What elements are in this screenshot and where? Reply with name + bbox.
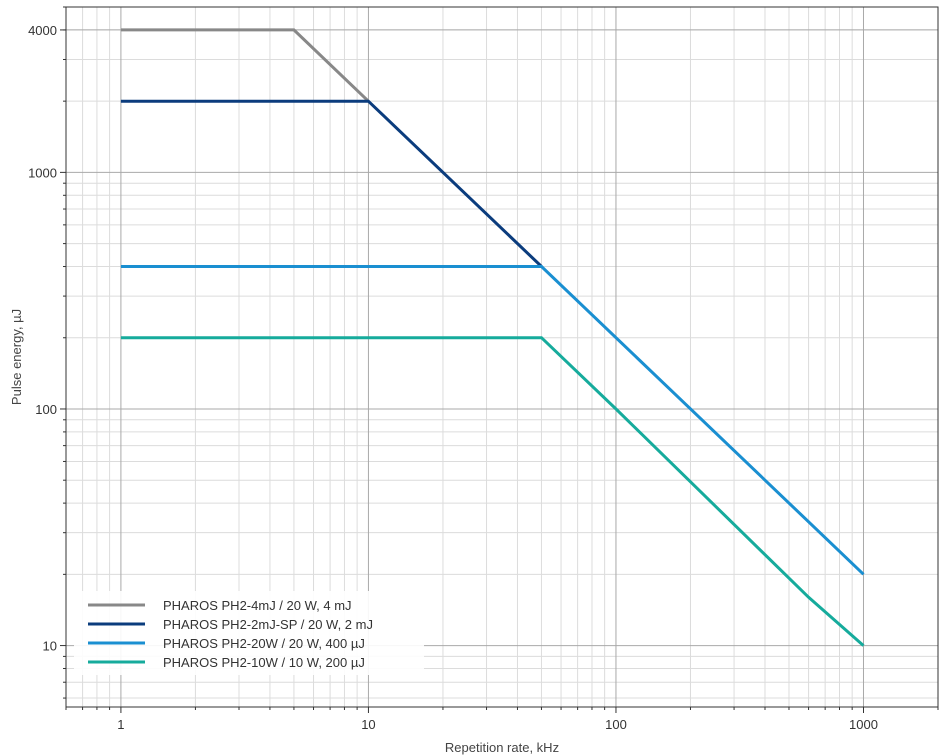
x-tick-label: 10	[361, 717, 375, 732]
y-tick-label: 100	[35, 402, 57, 417]
series-line-1	[120, 28, 370, 103]
legend-label: PHAROS PH2-2mJ-SP / 20 W, 2 mJ	[163, 617, 373, 632]
y-axis-title: Pulse energy, µJ	[9, 309, 24, 405]
x-tick-label: 1000	[849, 717, 878, 732]
x-axis-title: Repetition rate, kHz	[445, 740, 559, 755]
y-tick-label: 1000	[28, 165, 57, 180]
y-tick-label: 4000	[28, 23, 57, 38]
minor-grid	[65, 6, 939, 707]
series-lines	[120, 28, 865, 647]
series-line-4	[120, 336, 865, 647]
y-axis: 10 100 1000 4000	[28, 6, 66, 699]
series-line-2	[120, 99, 543, 268]
legend-label: PHAROS PH2-4mJ / 20 W, 4 mJ	[163, 598, 352, 613]
x-tick-label: 1	[117, 717, 124, 732]
legend-label: PHAROS PH2-20W / 20 W, 400 µJ	[163, 636, 365, 651]
plot-frame	[65, 6, 939, 708]
legend: PHAROS PH2-4mJ / 20 W, 4 mJ PHAROS PH2-2m…	[74, 591, 424, 675]
series-line-3	[120, 265, 865, 576]
x-axis: 1 10 100 1000	[65, 707, 939, 732]
legend-label: PHAROS PH2-10W / 10 W, 200 µJ	[163, 655, 365, 670]
x-tick-label: 100	[605, 717, 627, 732]
y-tick-label: 10	[43, 639, 57, 654]
